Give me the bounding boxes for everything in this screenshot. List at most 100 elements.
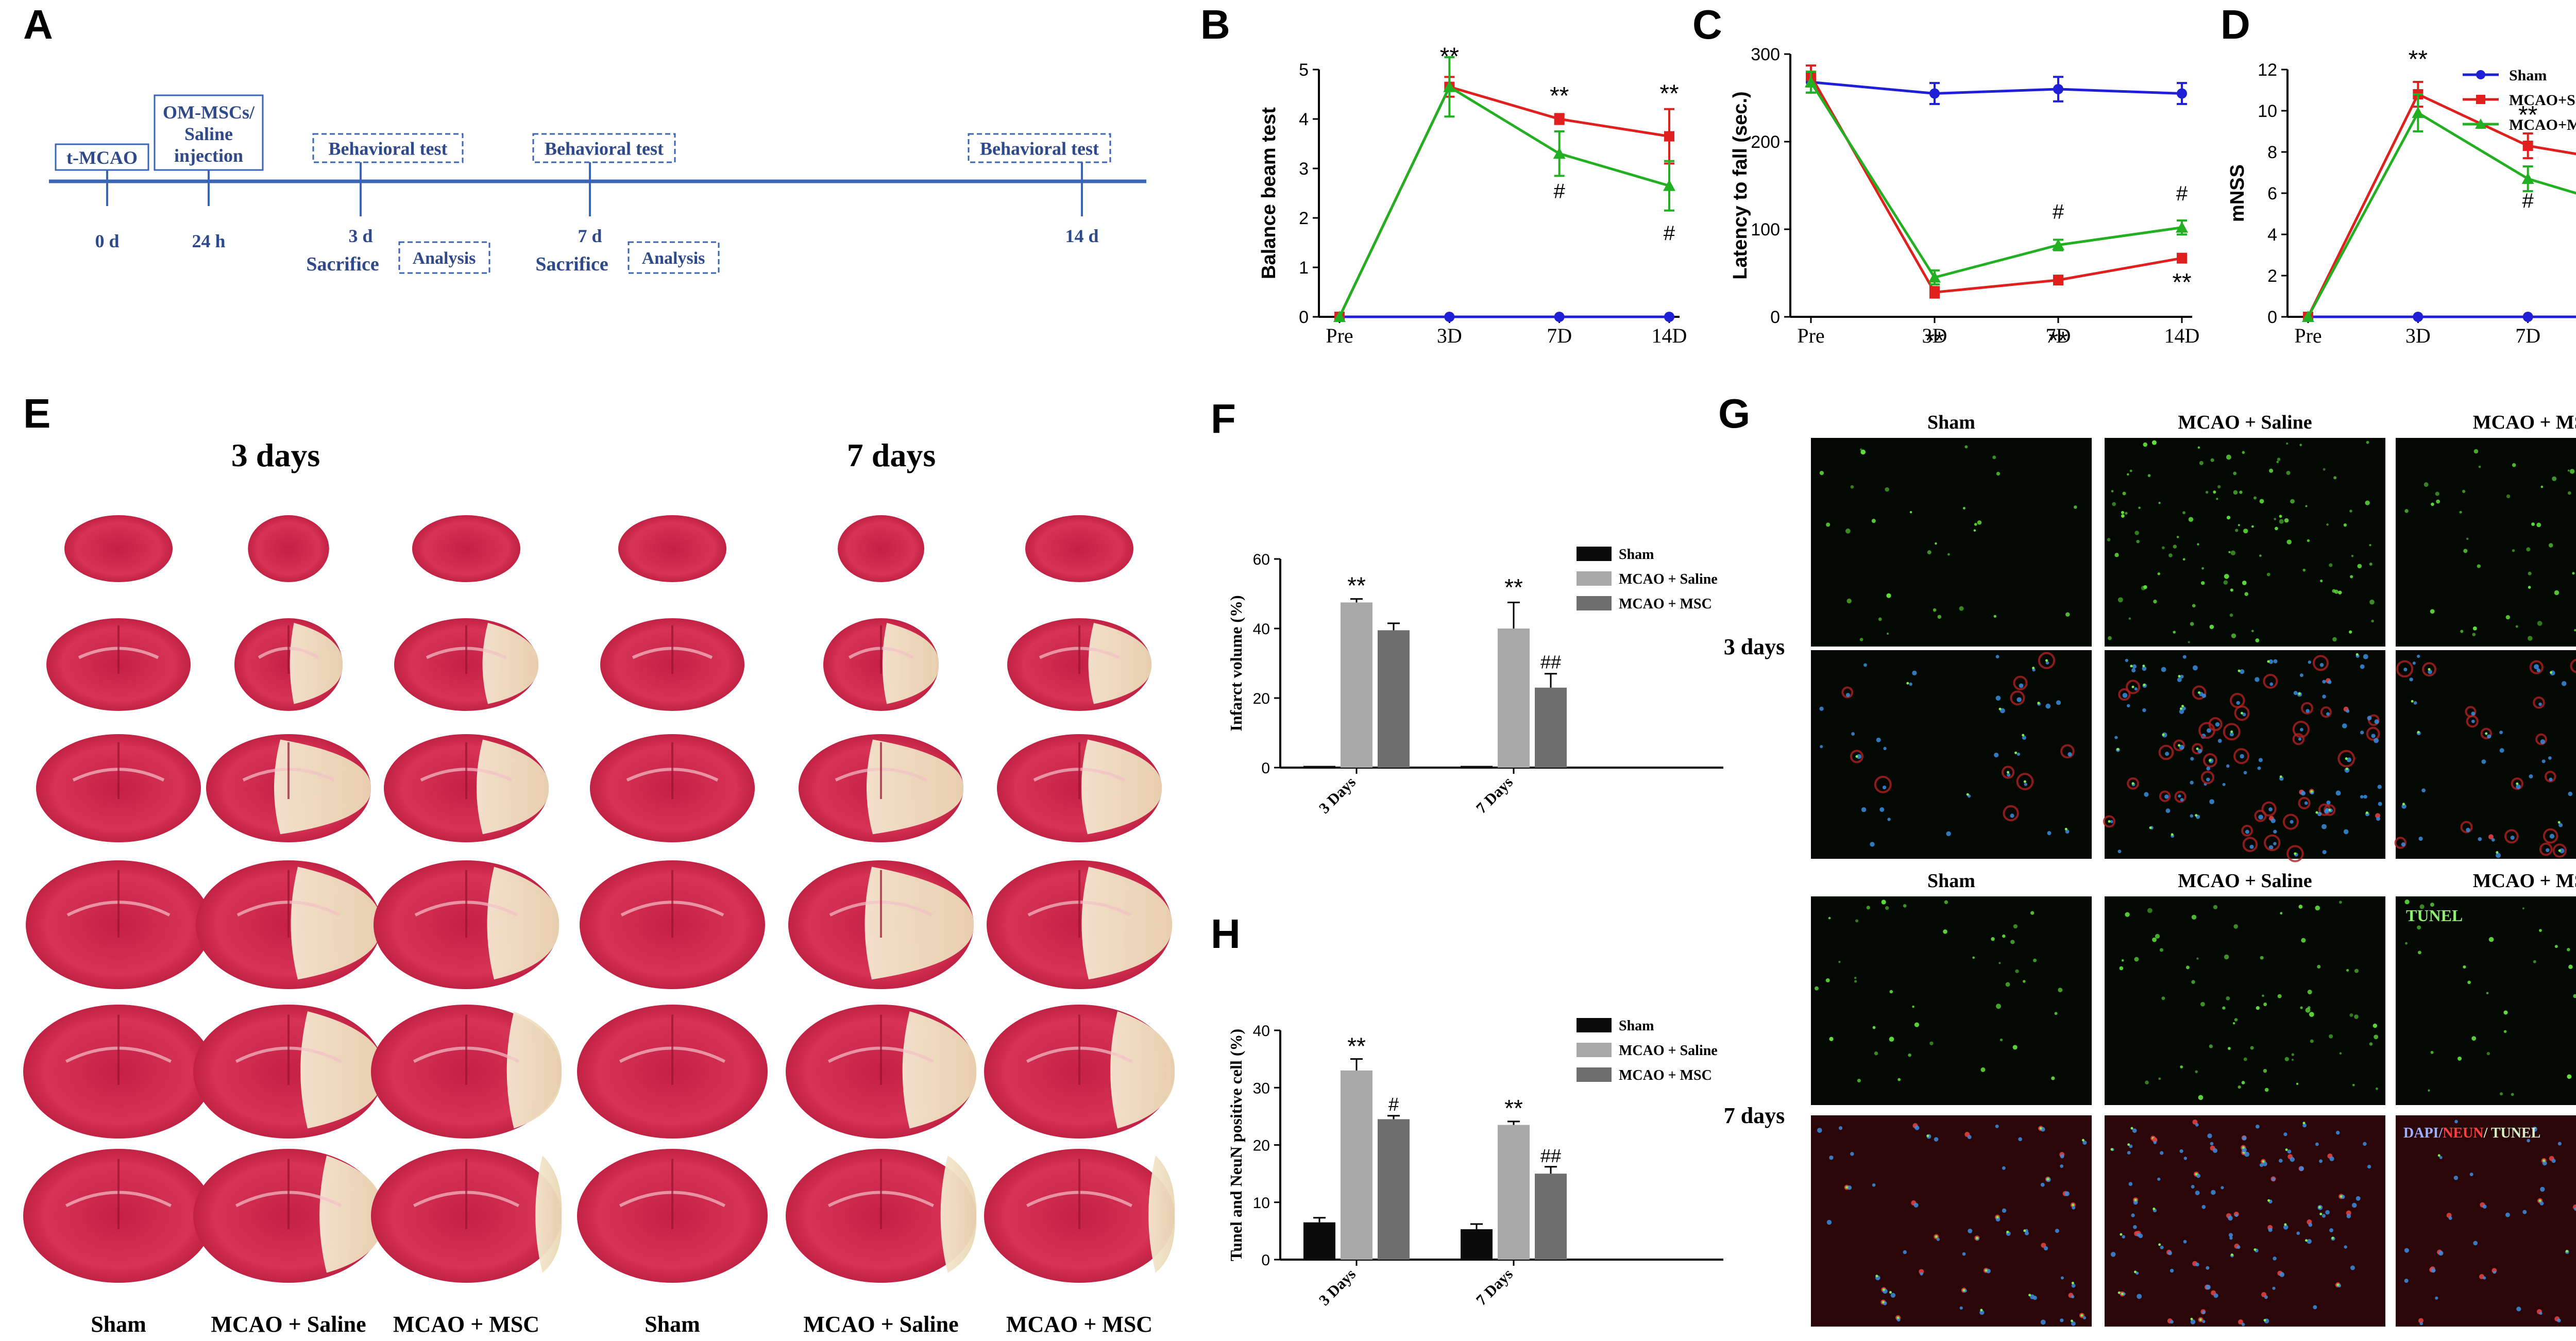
tunel-nucleus: [1826, 522, 1831, 527]
tunel-nucleus: [2239, 490, 2243, 494]
tunel-nucleus: [2277, 994, 2282, 998]
tunel-nucleus: [2039, 1127, 2042, 1130]
dapi-nucleus: [2322, 850, 2327, 855]
dapi-nucleus: [1850, 1151, 1854, 1156]
dapi-nucleus: [1914, 1125, 1920, 1130]
tunel-nucleus: [1980, 1067, 1986, 1072]
panel-label-d: D: [2221, 2, 2250, 47]
infarct-area: [482, 623, 539, 704]
tunel-nucleus: [2404, 509, 2409, 513]
neun-cell: [2533, 696, 2545, 709]
dapi-nucleus: [2300, 791, 2306, 796]
legend-marker: [2476, 70, 2485, 79]
series-line-MCAO+MSC: [2307, 111, 2576, 318]
dapi-nucleus: [2539, 1312, 2543, 1315]
tunel-nucleus: [2023, 1229, 2026, 1232]
tunel-nucleus: [2228, 1047, 2231, 1050]
tunel-nucleus: [2153, 599, 2157, 604]
tunel-nucleus: [2411, 700, 2414, 703]
tunel-nucleus: [2365, 811, 2368, 814]
tunel-nucleus: [2224, 573, 2229, 579]
micrograph-tile: [2105, 438, 2385, 647]
micrograph-background: [2396, 1115, 2576, 1327]
tunel-nucleus: [2238, 1085, 2241, 1089]
tunel-nucleus: [2134, 1270, 2137, 1274]
tunel-nucleus: [2188, 517, 2194, 522]
neun-cell: [2238, 1319, 2243, 1325]
tunel-nucleus: [2223, 580, 2228, 585]
tunel-nucleus: [2554, 945, 2558, 948]
tunel-nucleus: [2155, 933, 2160, 939]
tunel-nucleus: [2522, 907, 2524, 910]
dapi-nucleus: [2122, 1235, 2126, 1238]
tunel-nucleus: [1998, 707, 2002, 710]
dapi-nucleus: [1994, 752, 1999, 758]
tunel-nucleus: [2315, 905, 2320, 911]
dapi-nucleus: [2527, 1139, 2530, 1143]
tunel-nucleus: [1872, 1026, 1876, 1029]
neun-cell: [2543, 828, 2558, 844]
dapi-nucleus: [2346, 709, 2350, 713]
dapi-nucleus: [2431, 1268, 2436, 1272]
tunel-nucleus: [2073, 505, 2077, 509]
tunel-nucleus: [2253, 1248, 2257, 1251]
dapi-nucleus: [2262, 1161, 2267, 1166]
legend-swatch: [1577, 547, 1612, 561]
dapi-nucleus: [2144, 792, 2149, 797]
bar-sham: [1303, 766, 1335, 768]
dapi-nucleus: [2351, 1202, 2357, 1208]
tunel-nucleus: [2006, 1230, 2009, 1233]
micrograph-column-label: Sham: [1927, 412, 1975, 433]
dapi-nucleus: [1995, 695, 2001, 701]
neun-cell: [2396, 660, 2414, 677]
dapi-nucleus: [2007, 773, 2011, 777]
tunel-nucleus: [2046, 1178, 2049, 1181]
dapi-nucleus: [1856, 754, 1861, 759]
tunel-nucleus: [2238, 524, 2240, 527]
infarct-area: [506, 1011, 562, 1129]
tunel-nucleus: [1996, 471, 2001, 476]
dapi-nucleus: [2532, 1126, 2537, 1132]
dapi-nucleus: [2132, 664, 2137, 669]
neun-cell: [2103, 815, 2116, 828]
dapi-nucleus: [2206, 728, 2211, 733]
bar-mcao-saline: [1341, 1070, 1372, 1260]
tunel-nucleus: [2117, 597, 2123, 603]
panel-label-f: F: [1211, 396, 1236, 442]
tunel-nucleus: [1996, 1216, 1999, 1219]
tunel-nucleus: [2143, 585, 2147, 589]
tunel-nucleus: [1991, 937, 1995, 941]
tunel-nucleus: [1886, 593, 1891, 598]
tunel-nucleus: [2375, 1087, 2378, 1090]
infarct-area: [882, 623, 939, 704]
micrograph-column-label: Sham: [1927, 870, 1975, 892]
tunel-nucleus: [1966, 793, 1969, 796]
dapi-nucleus: [2491, 838, 2495, 842]
dapi-nucleus: [2157, 1177, 2161, 1181]
tunel-nucleus: [1914, 1022, 1919, 1027]
timeline-analysis-3: Analysis: [642, 249, 705, 268]
tunel-nucleus: [2567, 1074, 2572, 1079]
tunel-nucleus: [2210, 458, 2214, 462]
tunel-nucleus: [2431, 502, 2434, 506]
x-tick-label: 3D: [1922, 324, 1947, 347]
dapi-nucleus: [2299, 1166, 2304, 1172]
tunel-nucleus: [2291, 1053, 2295, 1056]
dapi-nucleus: [2235, 1214, 2239, 1217]
dapi-nucleus: [2439, 1156, 2443, 1159]
y-tick-label: 8: [2267, 143, 2277, 162]
dapi-nucleus: [2179, 1149, 2183, 1153]
point-MCAO+MSC: [2176, 221, 2188, 233]
tunel-nucleus: [2506, 494, 2511, 499]
point-MCAO+MSC: [2302, 311, 2314, 322]
tunel-nucleus: [2241, 711, 2244, 715]
tunel-nucleus: [2002, 934, 2006, 938]
tunel-nucleus: [2110, 1148, 2113, 1151]
tunel-nucleus: [2231, 633, 2236, 638]
tunel-nucleus: [1996, 1004, 2001, 1009]
tunel-nucleus: [2310, 790, 2313, 793]
dapi-nucleus: [2137, 1233, 2141, 1237]
tunel-nucleus: [2430, 1050, 2434, 1054]
micrograph-background: [1811, 896, 2092, 1105]
dapi-nucleus: [1876, 737, 1881, 742]
